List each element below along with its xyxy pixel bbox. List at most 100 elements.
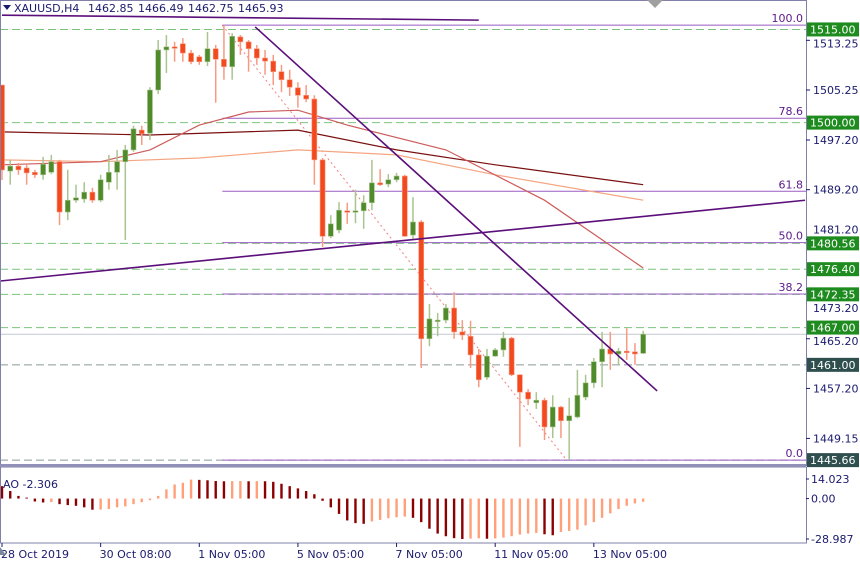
- bear-candle: [475, 354, 482, 381]
- bear-candle: [89, 191, 96, 201]
- bear-candle: [401, 175, 408, 237]
- level-price-label: 1461.00: [810, 359, 856, 372]
- bull-candle: [566, 415, 572, 422]
- bear-candle: [541, 399, 548, 428]
- bull-candle: [369, 182, 375, 204]
- price-tick-label: 1489.20: [813, 184, 859, 197]
- bear-candle: [196, 56, 203, 63]
- bull-candle: [615, 350, 622, 355]
- bear-candle: [623, 350, 630, 353]
- level-price-label: 1480.56: [810, 237, 856, 250]
- bear-candle: [459, 331, 466, 336]
- bear-candle: [221, 58, 227, 68]
- time-tick-label: 28 Oct 2019: [1, 548, 69, 561]
- bear-candle: [451, 307, 457, 333]
- ao-tick-label: 0.00: [811, 493, 836, 506]
- bull-candle: [81, 191, 87, 200]
- price-tick-label: 1513.25: [813, 37, 859, 50]
- time-tick-label: 7 Nov 05:00: [396, 548, 463, 561]
- bear-candle: [525, 391, 531, 400]
- bull-candle: [122, 149, 129, 163]
- bear-candle: [180, 43, 186, 54]
- fibonacci-retracement[interactable]: 100.0 78.6 61.8 50.0 38.2 0.0: [221, 12, 806, 461]
- level-price-badge: [807, 287, 859, 302]
- scroll-marker-icon[interactable]: [0, 547, 6, 555]
- bear-candle: [171, 46, 178, 49]
- bear-candle: [303, 94, 309, 100]
- bear-candle: [32, 171, 38, 176]
- bear-candle: [262, 57, 268, 62]
- bull-candle: [73, 197, 79, 201]
- chart-header: XAUUSD,H4 1462.85 1466.49 1462.75 1465.9…: [3, 2, 284, 15]
- bull-candle: [426, 318, 433, 340]
- fib-level-label: 100.0: [772, 12, 804, 25]
- trendline[interactable]: [1, 14, 479, 21]
- bear-candle: [23, 167, 30, 174]
- price-tick-label: 1497.20: [813, 134, 859, 147]
- bull-candle: [147, 89, 153, 134]
- time-tick-label: 13 Nov 05:00: [593, 548, 667, 561]
- bear-candle: [377, 182, 383, 186]
- bull-candle: [500, 337, 507, 351]
- header-close: 1465.93: [238, 2, 284, 15]
- bull-candle: [640, 333, 646, 354]
- level-price-label: 1515.00: [810, 23, 856, 36]
- pane-divider[interactable]: [0, 464, 806, 467]
- fib-level-label: 61.8: [779, 178, 804, 191]
- price-tick-label: 1457.20: [813, 382, 859, 395]
- level-price-badge: [807, 262, 859, 277]
- bear-candle: [286, 79, 293, 88]
- bull-candle: [533, 399, 540, 404]
- time-axis: 28 Oct 2019 30 Oct 08:00 1 Nov 05:00 5 Nov …: [1, 543, 667, 561]
- bear-candle: [558, 406, 564, 422]
- fib-level-label: 38.2: [779, 281, 804, 294]
- level-price-badge: [807, 357, 859, 372]
- ao-histogram: [0, 479, 645, 540]
- bear-candle: [188, 52, 194, 63]
- bear-candle: [270, 60, 277, 72]
- triangle-down-icon[interactable]: [3, 5, 11, 10]
- bull-candle: [106, 171, 112, 183]
- bull-candle: [114, 161, 120, 173]
- horizontal-levels: [0, 28, 806, 461]
- level-price-badge: [807, 236, 859, 251]
- candles: [0, 25, 646, 461]
- bear-candle: [467, 335, 474, 356]
- bull-candle: [443, 307, 449, 321]
- level-price-label: 1500.00: [810, 117, 856, 130]
- bull-candle: [434, 319, 441, 322]
- bull-candle: [599, 348, 605, 363]
- price-tick-label: 1465.20: [813, 335, 859, 348]
- trendline[interactable]: [0, 199, 806, 282]
- header-high: 1466.49: [138, 2, 184, 15]
- bull-candle: [591, 361, 597, 384]
- trendlines[interactable]: [0, 14, 806, 392]
- bull-candle: [549, 406, 556, 428]
- bull-candle: [163, 46, 170, 51]
- bull-candle: [48, 161, 55, 173]
- header-low: 1462.75: [188, 2, 234, 15]
- level-price-label: 1445.66: [810, 454, 856, 467]
- ao-tick-label: 14.023: [811, 473, 850, 486]
- ao-pane-border: [0, 466, 807, 544]
- bull-candle: [97, 179, 104, 201]
- bull-candle: [40, 163, 46, 176]
- bear-candle: [508, 337, 515, 376]
- bear-candle: [237, 36, 244, 43]
- shift-marker-icon[interactable]: [647, 0, 663, 8]
- bull-candle: [7, 165, 14, 172]
- bear-candle: [295, 87, 301, 96]
- level-price-label: 1476.40: [810, 263, 856, 276]
- bear-candle: [254, 48, 260, 59]
- bull-candle: [582, 382, 589, 398]
- trendline[interactable]: [254, 26, 658, 392]
- level-price-badge: [807, 22, 859, 37]
- price-tick-label: 1449.15: [813, 432, 859, 445]
- bull-candle: [155, 49, 161, 91]
- fib-level-label: 78.6: [779, 105, 804, 118]
- bear-candle: [344, 210, 351, 213]
- price-tick-label: 1481.20: [813, 223, 859, 236]
- bear-candle: [138, 129, 145, 135]
- level-price-label: 1472.35: [810, 288, 856, 301]
